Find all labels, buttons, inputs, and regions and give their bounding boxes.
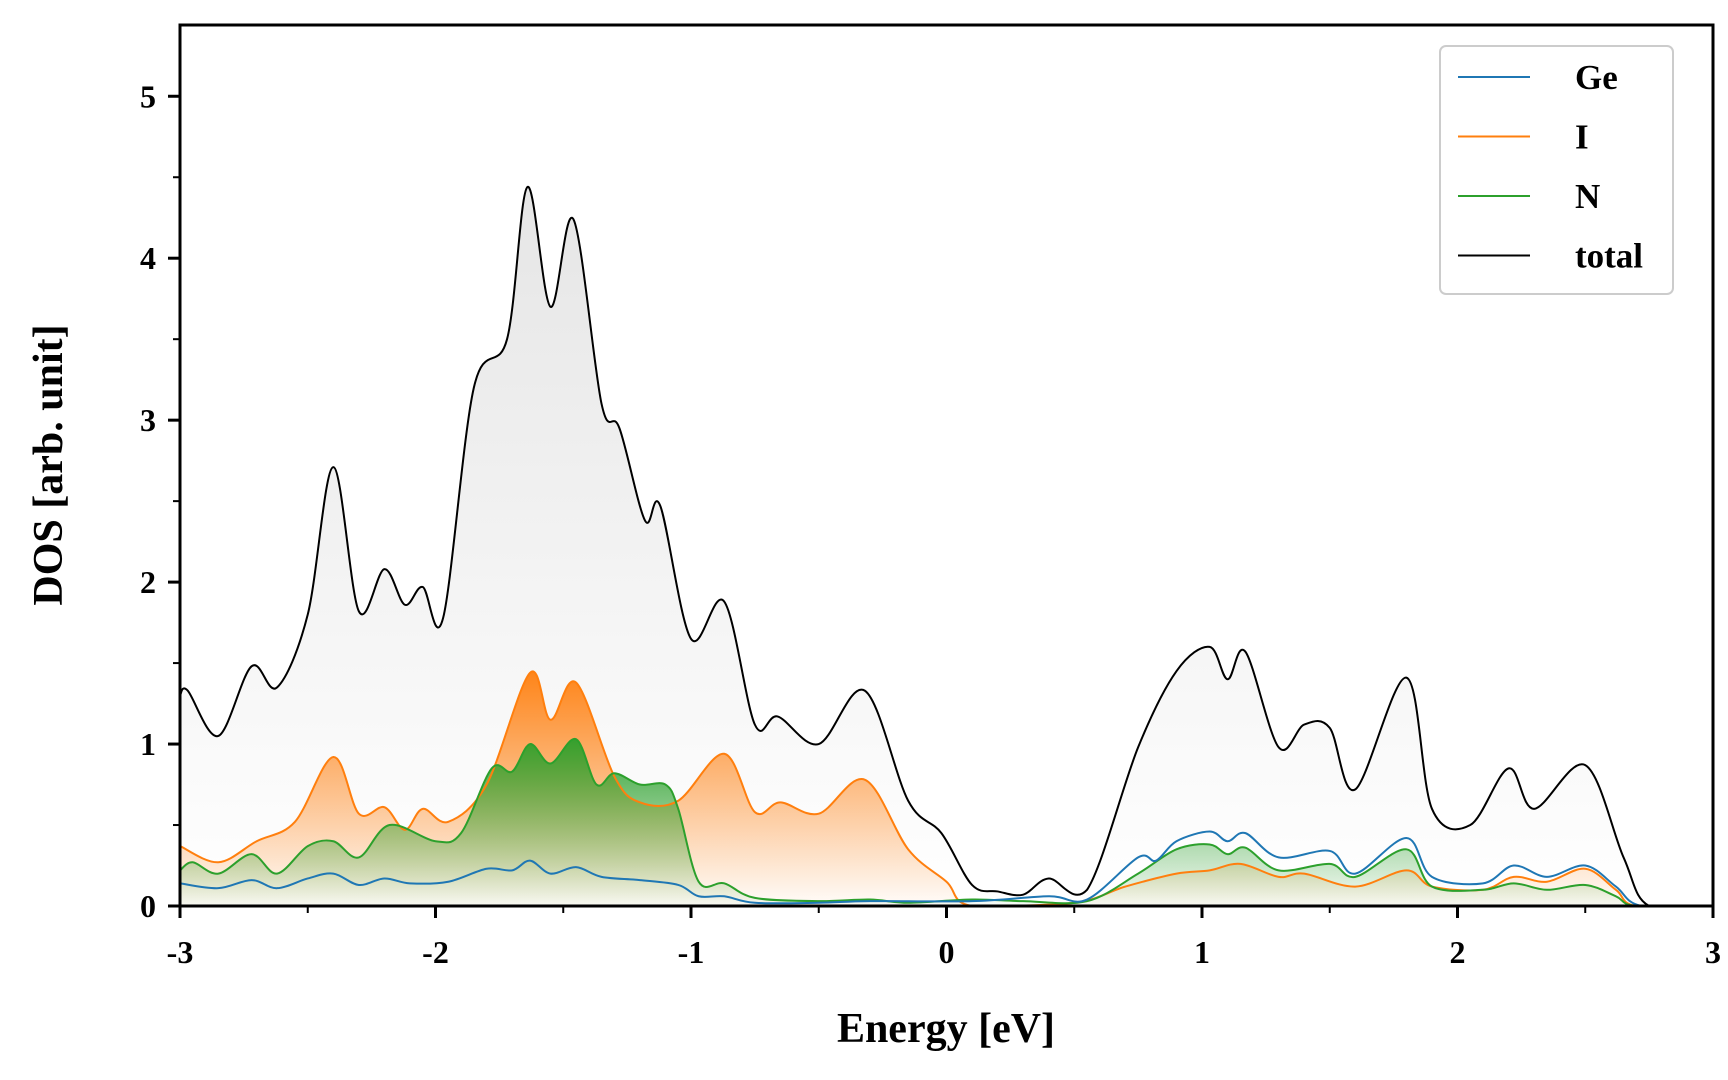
ge-dos-line: [180, 830, 1713, 906]
x-tick-label: -1: [678, 934, 705, 970]
x-tick-label: 2: [1450, 934, 1466, 970]
y-tick-label: 0: [140, 888, 156, 924]
y-tick-label: 2: [140, 564, 156, 600]
total-dos-line: [180, 185, 1713, 906]
y-tick-label: 1: [140, 726, 156, 762]
legend-label-n: N: [1575, 177, 1600, 216]
x-tick-label: 3: [1705, 934, 1721, 970]
y-tick-label: 4: [140, 240, 156, 276]
x-tick-label: -2: [422, 934, 449, 970]
legend-box: [1439, 45, 1674, 295]
n-dos-line: [180, 738, 1713, 906]
x-axis-label: Energy [eV]: [837, 1006, 1055, 1052]
x-tick-label: -3: [167, 934, 194, 970]
legend-label-i: I: [1575, 118, 1589, 157]
y-axis-label: DOS [arb. unit]: [26, 324, 72, 605]
y-tick-label: 5: [140, 78, 156, 114]
x-tick-label: 0: [939, 934, 955, 970]
y-tick-label: 3: [140, 402, 156, 438]
legend-label-total: total: [1575, 237, 1643, 276]
x-tick-label: 1: [1194, 934, 1210, 970]
legend-label-ge: Ge: [1575, 58, 1618, 97]
